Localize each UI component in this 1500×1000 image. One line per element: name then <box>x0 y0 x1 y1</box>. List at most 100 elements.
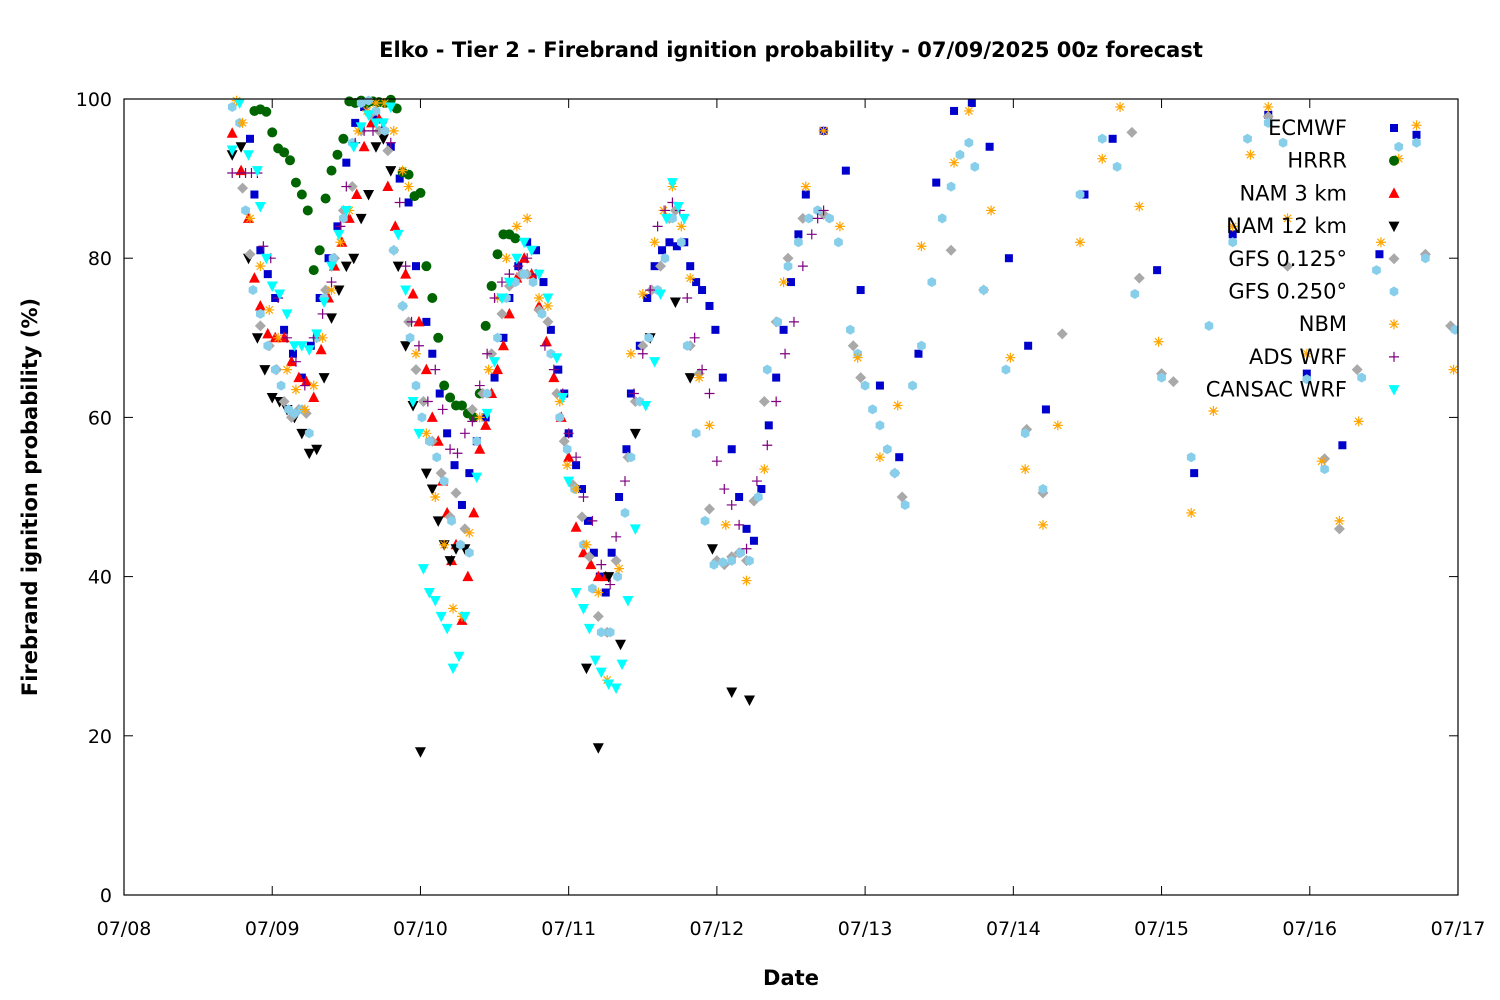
data-point <box>542 293 554 304</box>
data-point <box>1115 101 1126 112</box>
x-tick-label: 07/11 <box>541 918 596 940</box>
data-point <box>583 623 595 635</box>
data-point <box>704 420 715 431</box>
data-point <box>603 572 615 583</box>
data-point <box>1126 126 1138 138</box>
data-point <box>585 558 597 570</box>
data-point <box>533 269 545 281</box>
data-point <box>669 297 681 308</box>
data-point <box>457 500 466 509</box>
data-point <box>340 261 352 273</box>
data-point <box>308 380 319 391</box>
y-tick-label: 80 <box>88 248 112 270</box>
data-point <box>890 468 900 479</box>
x-tick-label: 07/12 <box>690 918 745 940</box>
data-point <box>571 484 582 495</box>
data-point <box>605 627 615 638</box>
data-point <box>1005 352 1016 363</box>
data-point <box>448 603 459 614</box>
data-point <box>282 364 293 375</box>
data-point <box>1245 149 1256 160</box>
data-point <box>235 142 247 153</box>
data-point <box>243 150 255 161</box>
x-tick-label: 07/08 <box>97 918 152 940</box>
data-point <box>672 242 681 251</box>
data-point <box>592 610 604 622</box>
data-point <box>403 181 414 192</box>
data-point <box>503 307 515 319</box>
x-tick-label: 07/16 <box>1282 918 1337 940</box>
legend-marker <box>1388 221 1400 233</box>
data-point <box>389 220 401 231</box>
data-point <box>572 461 581 470</box>
data-point <box>643 294 652 302</box>
data-point <box>1421 253 1430 264</box>
series-hrrr <box>249 94 521 423</box>
data-point <box>251 166 263 177</box>
data-point <box>782 252 794 264</box>
data-point <box>1394 141 1403 152</box>
data-point <box>660 253 670 264</box>
data-point <box>771 396 782 407</box>
data-point <box>450 487 462 499</box>
data-point <box>601 588 610 597</box>
data-point <box>619 476 630 487</box>
legend-label: NAM 12 km <box>1226 214 1347 238</box>
data-point <box>385 137 396 148</box>
data-point <box>471 472 483 484</box>
data-point <box>314 245 325 256</box>
data-point <box>1004 254 1013 263</box>
legend-label: GFS 0.250° <box>1228 280 1347 304</box>
series-gfs-0-250- <box>227 95 1458 638</box>
legend-marker <box>1388 385 1400 396</box>
data-point <box>258 241 269 252</box>
data-point <box>622 445 631 454</box>
data-point <box>754 492 763 502</box>
data-point <box>435 467 447 479</box>
x-tick-label: 07/15 <box>1134 918 1189 940</box>
data-point <box>388 125 399 136</box>
data-point <box>1412 130 1421 139</box>
data-point <box>846 324 855 335</box>
data-point <box>266 281 278 293</box>
data-point <box>692 278 701 287</box>
data-point <box>346 181 358 193</box>
data-point <box>644 332 653 343</box>
data-point <box>426 484 438 496</box>
data-point <box>686 262 695 271</box>
data-point <box>875 420 885 431</box>
data-point <box>403 169 414 180</box>
data-point <box>1001 364 1011 375</box>
data-point <box>270 364 280 375</box>
data-point <box>711 325 720 334</box>
data-point <box>351 118 360 127</box>
data-point <box>382 145 394 157</box>
data-point <box>400 268 412 279</box>
data-point <box>773 316 782 327</box>
data-point <box>1075 237 1086 248</box>
data-point <box>812 213 823 224</box>
data-point <box>400 261 411 272</box>
data-point <box>468 412 479 423</box>
data-point <box>542 300 553 311</box>
data-point <box>759 464 770 475</box>
data-point <box>326 285 337 296</box>
data-point <box>555 412 565 423</box>
data-point <box>1263 101 1274 112</box>
data-point <box>382 180 394 192</box>
data-point <box>955 149 965 160</box>
x-tick-label: 07/14 <box>986 918 1041 940</box>
data-point <box>492 249 503 260</box>
data-point <box>1351 364 1363 376</box>
data-point <box>353 125 364 136</box>
data-point <box>672 201 684 213</box>
data-point <box>511 221 522 232</box>
data-point <box>1097 153 1108 164</box>
data-point <box>358 140 370 152</box>
data-point <box>263 270 272 279</box>
data-point <box>1301 348 1312 359</box>
data-point <box>474 412 485 423</box>
data-point <box>299 380 310 391</box>
data-point <box>486 281 497 292</box>
data-point <box>588 583 597 594</box>
